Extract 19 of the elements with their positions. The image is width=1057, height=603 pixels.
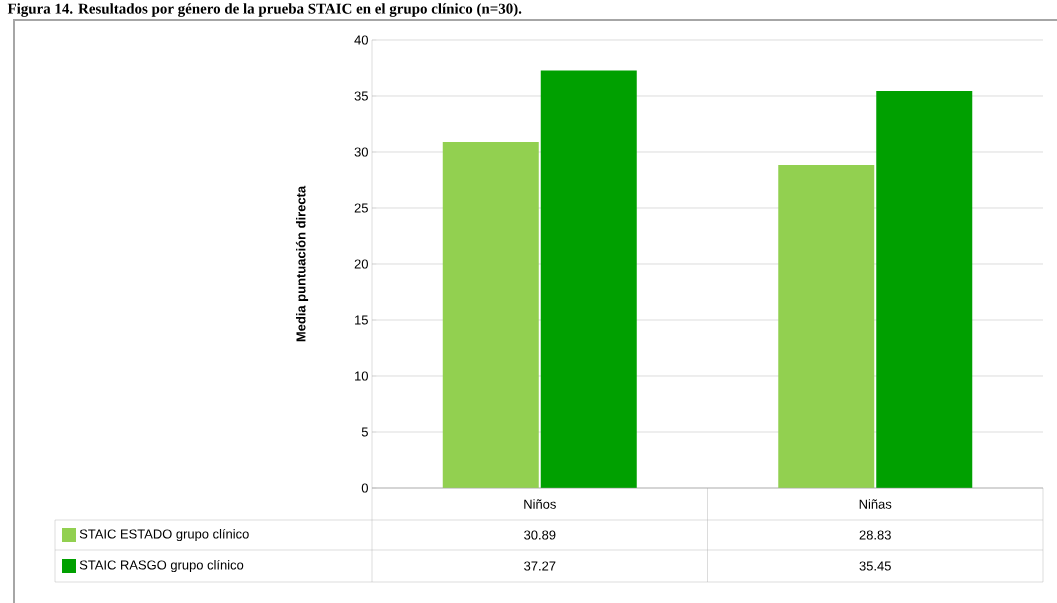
y-tick-label: 10 bbox=[355, 371, 368, 381]
data-label: 30.89 bbox=[524, 530, 556, 540]
data-label: 35.45 bbox=[859, 561, 891, 571]
y-tick-label: 30 bbox=[354, 147, 368, 157]
y-tick-label: 0 bbox=[361, 483, 368, 493]
legend-label: STAIC RASGO grupo clínico bbox=[79, 559, 244, 573]
x-tick-label: Niñas bbox=[859, 499, 892, 509]
y-tick-label: 25 bbox=[354, 203, 368, 213]
data-label: 37.27 bbox=[524, 561, 556, 571]
data-label: 28.83 bbox=[859, 530, 891, 540]
y-tick-label: 35 bbox=[354, 91, 368, 101]
chart-title: Figura 14. Resultados por género de la prueba STAIC en el grupo clínico (n=30). bbox=[7, 3, 522, 17]
y-tick-label: 40 bbox=[354, 35, 368, 45]
x-tick-label: Niños bbox=[524, 499, 556, 509]
y-axis-title: Media puntuación directa bbox=[295, 185, 309, 342]
y-tick-label: 5 bbox=[361, 427, 368, 437]
y-tick-label: 20 bbox=[354, 259, 368, 269]
y-tick-label: 15 bbox=[355, 315, 368, 325]
legend-label: STAIC ESTADO grupo clínico bbox=[79, 528, 249, 542]
